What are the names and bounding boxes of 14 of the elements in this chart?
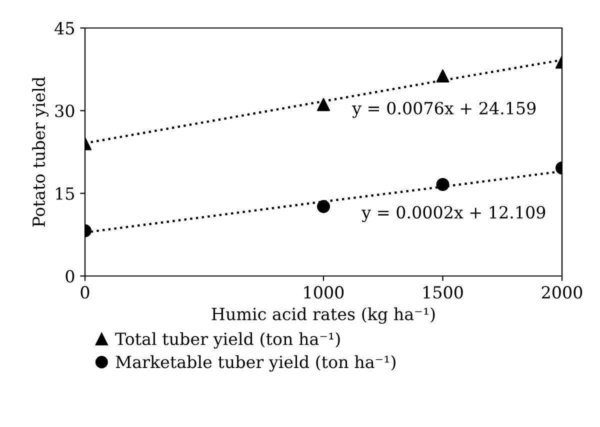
x-tick-label: 0 [80,286,90,299]
legend-label: Total tuber yield (ton ha⁻¹) [115,332,340,349]
annotation: y = 0.0076x + 24.159 [352,102,536,118]
x-axis-title: Humic acid rates (kg ha⁻¹) [212,307,435,324]
y-tick-label: 15 [56,187,74,200]
y-axis-title: Potato tuber yield [32,76,49,227]
x-tick-label: 1000 [304,286,344,299]
y-tick-label: 0 [66,270,74,283]
x-tick-label: 1500 [424,286,463,299]
annotation: y = 0.0002x + 12.109 [362,206,546,222]
y-tick-label: 30 [55,104,74,118]
legend-label: Marketable tuber yield (ton ha⁻¹) [116,355,396,372]
y-tick-label: 45 [54,22,74,35]
x-tick-label: 2000 [542,286,582,299]
